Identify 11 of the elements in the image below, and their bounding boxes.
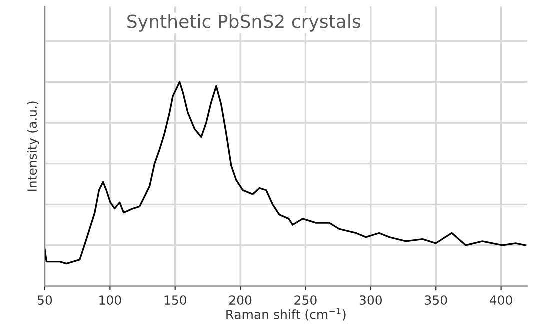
x-tick-label: 250: [294, 296, 317, 306]
y-axis-title: Intensity (a.u.): [27, 102, 40, 192]
chart-title: Synthetic PbSnS2 crystals: [128, 14, 360, 32]
x-tick-label: 300: [360, 296, 382, 306]
x-tick-label: 200: [230, 296, 252, 306]
x-tick-label: 50: [38, 296, 52, 306]
x-tick-label: 100: [100, 296, 122, 306]
x-tick-label: 150: [164, 296, 186, 306]
x-tick-label: 400: [490, 296, 512, 306]
x-tick-label: 350: [425, 296, 448, 306]
x-axis-title: Raman shift (cm$^{−1}$): [226, 308, 346, 321]
